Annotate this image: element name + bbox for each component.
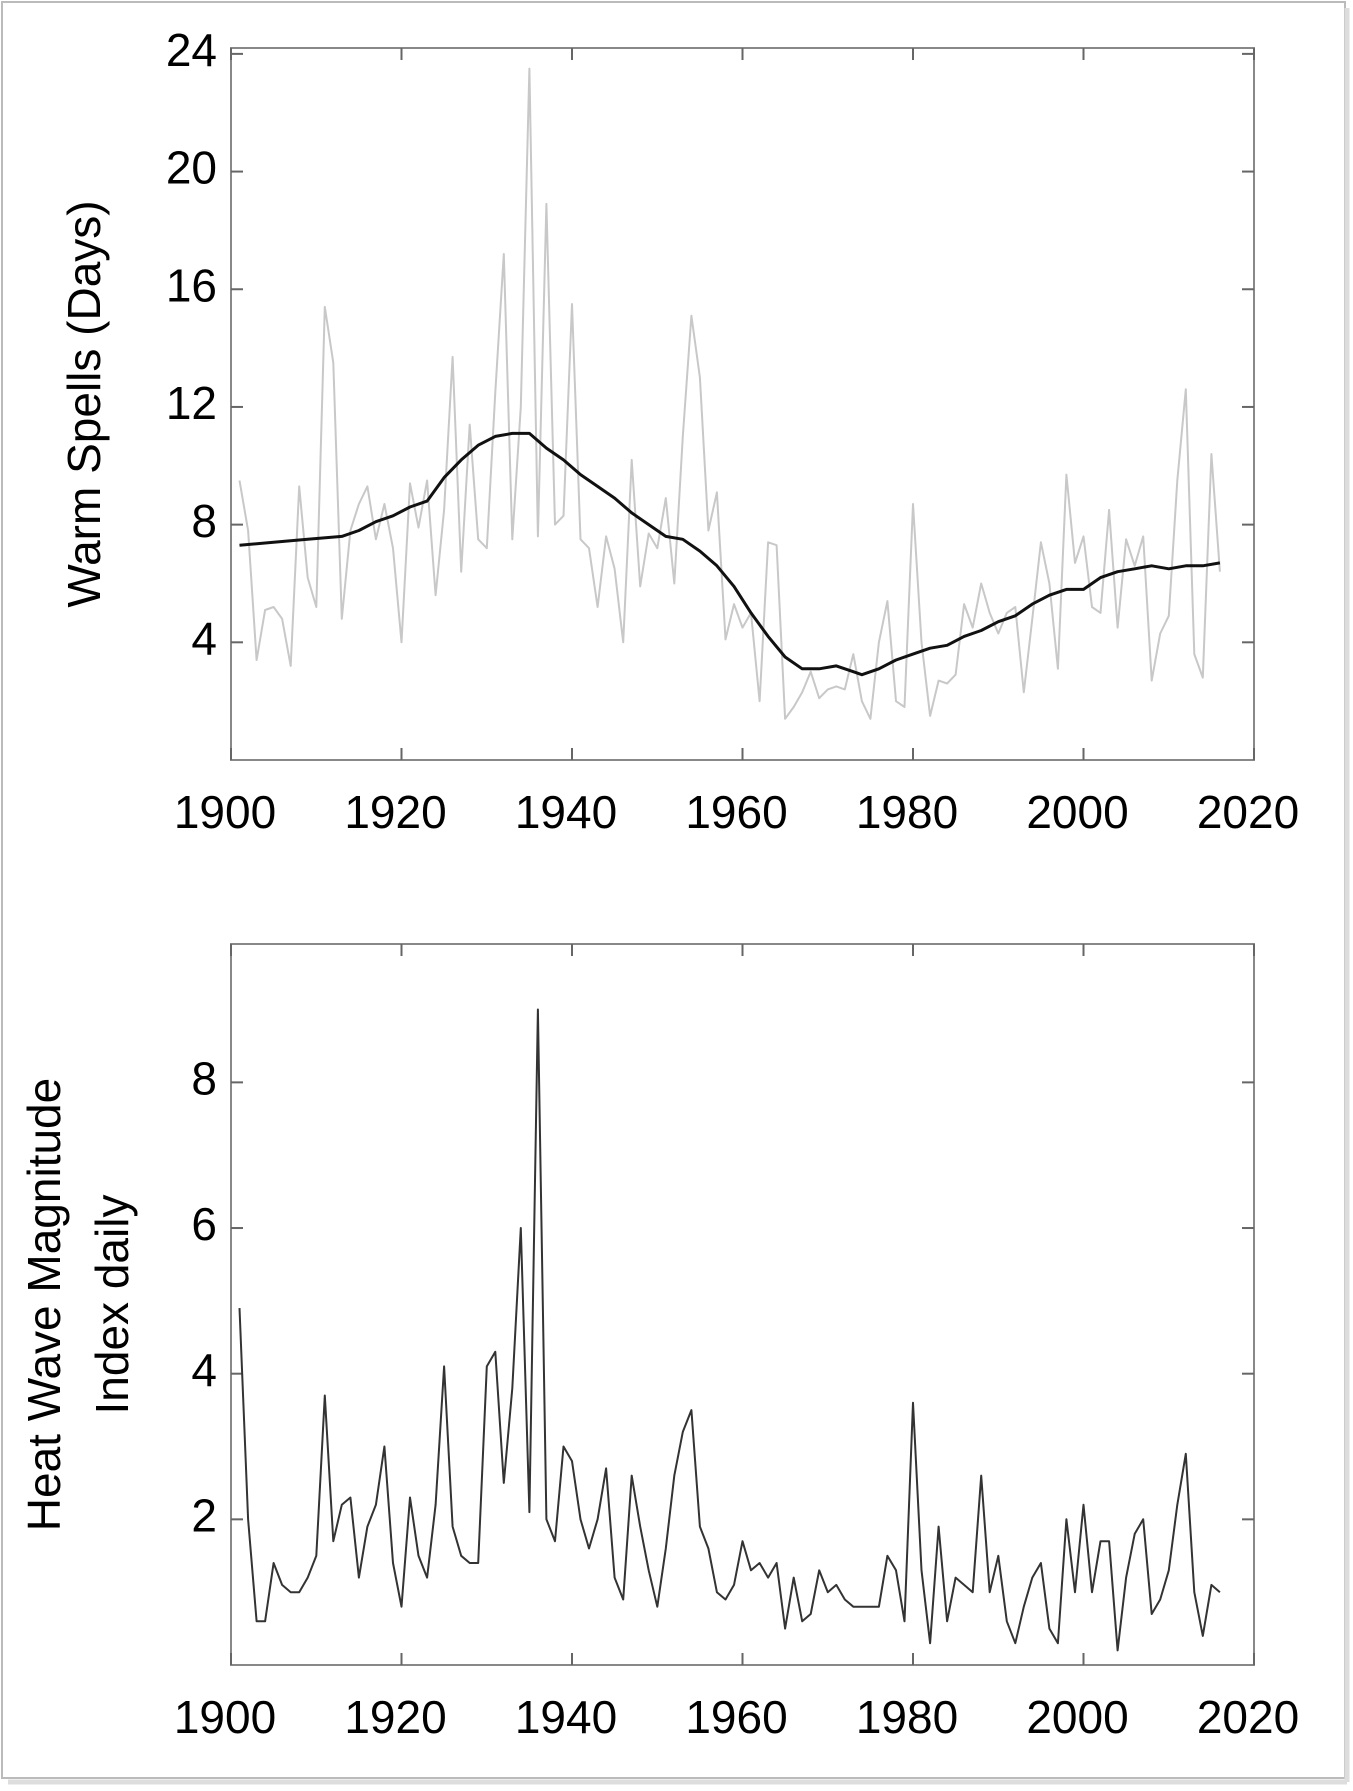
x-tick-label: 1980 [856,786,958,838]
x-tick-label: 1900 [174,786,276,838]
x-tick-label: 1940 [515,786,617,838]
y-tick-label: 24 [166,24,217,76]
x-tick-label: 1980 [856,1691,958,1743]
y-tick-label: 2 [191,1489,217,1541]
x-tick-label: 1920 [344,786,446,838]
y-axis-label: Index daily [86,1195,138,1415]
x-tick-label: 1960 [685,1691,787,1743]
x-tick-label: 2020 [1197,786,1299,838]
y-axis-label: Heat Wave Magnitude [18,1078,70,1531]
y-tick-label: 20 [166,142,217,194]
y-tick-label: 4 [191,1344,217,1396]
x-tick-label: 1920 [344,1691,446,1743]
y-axis-label: Warm Spells (Days) [58,200,110,607]
y-tick-label: 12 [166,377,217,429]
y-tick-label: 8 [191,495,217,547]
x-tick-label: 2000 [1026,786,1128,838]
y-tick-label: 16 [166,259,217,311]
y-tick-label: 4 [191,612,217,664]
y-tick-label: 8 [191,1053,217,1105]
x-tick-label: 1940 [515,1691,617,1743]
y-tick-label: 6 [191,1198,217,1250]
x-tick-label: 1960 [685,786,787,838]
x-tick-label: 1900 [174,1691,276,1743]
data-line [238,67,1221,720]
data-line [238,1008,1221,1652]
data-line [239,431,1221,677]
x-tick-label: 2020 [1197,1691,1299,1743]
x-tick-label: 2000 [1026,1691,1128,1743]
